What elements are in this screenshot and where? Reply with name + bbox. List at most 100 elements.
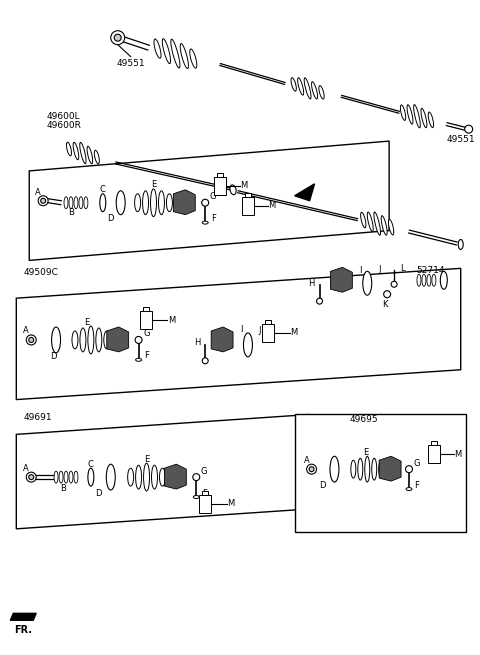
Text: B: B [68,208,74,217]
Ellipse shape [428,112,433,128]
Ellipse shape [243,333,252,357]
Polygon shape [11,613,36,620]
Bar [143,307,148,311]
Text: J: J [259,326,261,335]
Ellipse shape [171,39,180,68]
Ellipse shape [407,105,413,124]
Ellipse shape [427,274,431,286]
Text: G: G [144,329,150,339]
Bar [199,495,211,513]
Ellipse shape [304,78,311,99]
Ellipse shape [351,460,356,478]
Ellipse shape [87,146,93,164]
Circle shape [307,464,316,474]
Ellipse shape [80,328,86,352]
Ellipse shape [167,194,172,212]
Text: H: H [194,339,201,347]
Text: C: C [100,185,106,195]
Ellipse shape [69,471,73,483]
Circle shape [135,337,142,343]
Bar [262,324,274,342]
Ellipse shape [64,471,68,483]
Ellipse shape [432,274,436,286]
Ellipse shape [67,142,72,156]
Ellipse shape [202,221,208,224]
Polygon shape [16,269,461,400]
Ellipse shape [162,39,170,64]
Ellipse shape [388,219,394,235]
Circle shape [406,466,412,473]
Polygon shape [29,141,389,261]
Circle shape [26,335,36,345]
Ellipse shape [88,326,94,354]
Ellipse shape [374,212,381,235]
Ellipse shape [88,468,94,486]
Ellipse shape [84,196,88,209]
Text: M: M [168,316,175,324]
Ellipse shape [180,44,189,69]
Ellipse shape [367,212,373,231]
Ellipse shape [312,82,318,99]
Text: D: D [96,489,102,498]
Text: 49695: 49695 [349,415,378,424]
Text: M: M [290,328,297,337]
Text: M: M [454,450,461,458]
Ellipse shape [400,105,406,121]
Ellipse shape [417,274,421,286]
Circle shape [309,467,314,472]
Ellipse shape [193,496,199,498]
Ellipse shape [414,105,420,128]
Text: F: F [415,481,420,489]
Text: K: K [383,299,388,309]
Text: I: I [240,326,242,335]
Text: F: F [211,214,216,223]
Polygon shape [211,327,233,352]
Text: M: M [228,500,235,508]
Ellipse shape [330,457,339,482]
Ellipse shape [421,108,427,128]
Ellipse shape [64,196,68,209]
Ellipse shape [74,471,78,483]
Ellipse shape [51,327,60,353]
Bar [214,177,226,195]
Circle shape [38,196,48,206]
Polygon shape [107,327,129,352]
Ellipse shape [73,142,79,160]
Ellipse shape [379,460,384,478]
Bar [431,441,437,445]
Ellipse shape [54,471,58,483]
Ellipse shape [80,142,86,164]
Circle shape [465,125,473,133]
Bar [245,193,251,196]
Ellipse shape [136,358,142,362]
Ellipse shape [136,465,142,489]
Text: D: D [108,214,114,223]
Bar [265,320,271,324]
Text: D: D [50,352,56,362]
Ellipse shape [152,465,157,489]
Ellipse shape [319,86,324,99]
Circle shape [384,291,391,297]
Text: F: F [144,351,149,360]
Ellipse shape [422,274,426,286]
Ellipse shape [298,78,304,95]
Ellipse shape [95,150,99,164]
Ellipse shape [406,487,412,491]
Text: 49551: 49551 [446,134,475,143]
Text: B: B [60,483,66,493]
Ellipse shape [154,39,161,58]
Text: D: D [319,481,326,489]
Ellipse shape [59,471,63,483]
Bar [242,196,254,215]
Text: A: A [36,188,41,197]
Ellipse shape [440,271,447,290]
Circle shape [202,199,209,206]
Ellipse shape [381,215,387,235]
Text: G: G [210,193,216,201]
Text: C: C [88,460,94,469]
Ellipse shape [360,212,366,228]
Ellipse shape [372,458,377,480]
Text: E: E [363,448,368,457]
Text: E: E [151,180,156,189]
Ellipse shape [72,331,78,349]
